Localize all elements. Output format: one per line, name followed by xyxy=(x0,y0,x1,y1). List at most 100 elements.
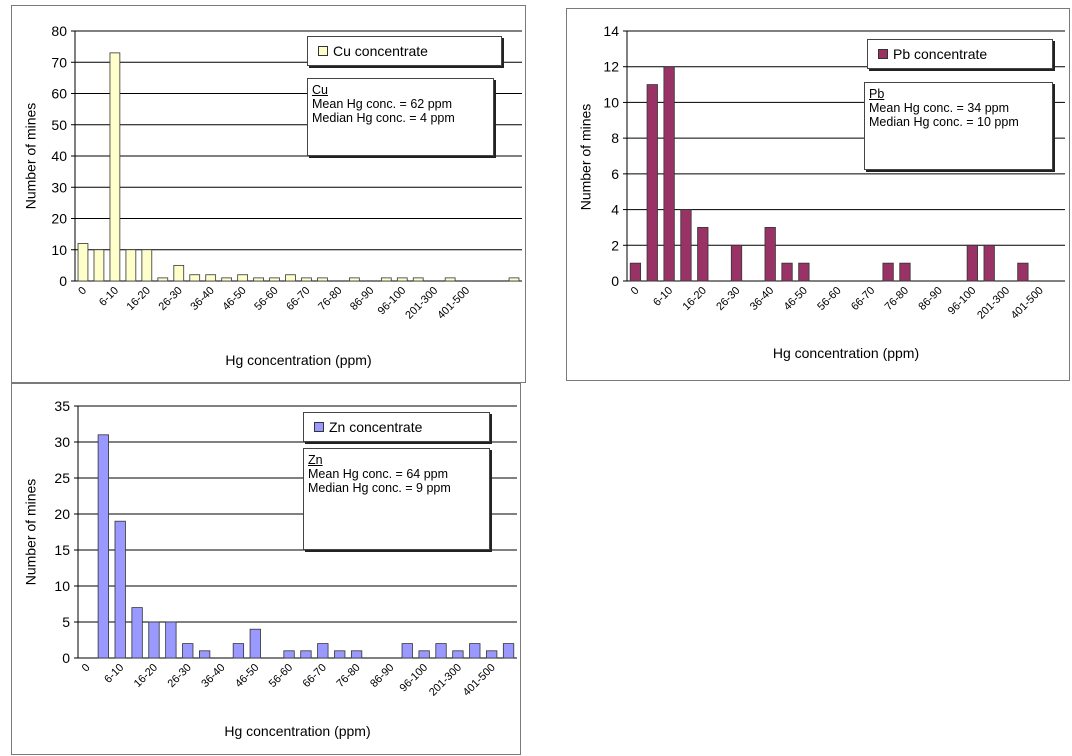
x-tick-label: 401-500 xyxy=(435,285,472,322)
bar xyxy=(173,264,185,282)
chart-panel-zn: 0 5 10 15 20 25 30 35 0 6-10 16-20 26-30 36-40 46-50 5… xyxy=(11,383,521,755)
x-tick-label: 76-80 xyxy=(334,662,362,690)
bar xyxy=(249,628,261,659)
bar xyxy=(77,243,89,282)
y-tick-label: 8 xyxy=(611,130,619,146)
stats-box-cu: Cu Mean Hg conc. = 62 ppm Median Hg conc… xyxy=(307,78,494,156)
bar xyxy=(317,277,328,282)
legend-swatch-cu xyxy=(318,46,328,56)
chart-panel-pb: 0 2 4 6 8 10 12 14 0 6-10 16-20 26-30 36-40 46-50 56-6… xyxy=(566,8,1070,381)
stats-element-pb: Pb xyxy=(869,87,885,101)
x-tick-label: 401-500 xyxy=(1009,285,1046,322)
bar xyxy=(148,621,160,659)
bar xyxy=(882,262,894,282)
legend-label-cu: Cu concentrate xyxy=(333,43,428,59)
x-tick-label: 16-20 xyxy=(132,662,160,690)
y-tick-label: 0 xyxy=(59,273,67,289)
y-tick-label: 12 xyxy=(603,59,619,75)
legend-pb: Pb concentrate xyxy=(867,39,1053,69)
x-tick-label: 0 xyxy=(629,285,642,298)
bar xyxy=(396,277,408,282)
y-tick-label: 2 xyxy=(611,237,619,253)
y-tick-label: 30 xyxy=(54,434,70,450)
bar xyxy=(663,66,675,282)
bar xyxy=(317,643,329,659)
bar xyxy=(253,277,264,282)
bar xyxy=(165,621,177,659)
x-tick-label: 36-40 xyxy=(188,285,216,313)
bar xyxy=(300,650,312,659)
bar xyxy=(283,650,295,659)
bar xyxy=(189,274,201,282)
bar xyxy=(349,277,360,282)
bar xyxy=(680,209,692,282)
bar xyxy=(435,643,447,659)
x-tick-label: 56-60 xyxy=(267,662,295,690)
x-tick-label: 46-50 xyxy=(220,285,248,313)
y-tick-label: 5 xyxy=(62,614,70,630)
x-axis-label: Hg concentration (ppm) xyxy=(773,345,919,361)
x-tick-label: 401-500 xyxy=(461,662,498,699)
bar xyxy=(157,277,169,282)
x-tick-label: 96-100 xyxy=(398,662,431,695)
chart-cu-svg: 0 10 20 30 40 50 60 70 80 0 6-10 16-20 26-30 36-40 46-… xyxy=(22,23,522,368)
legend-zn: Zn concentrate xyxy=(303,412,490,442)
y-tick-label: 0 xyxy=(62,650,70,666)
bar xyxy=(452,650,464,659)
y-tick-label: 4 xyxy=(611,202,619,218)
bar xyxy=(232,643,245,659)
y-axis-label: Number of mines xyxy=(22,479,38,586)
stats-median-zn: Median Hg conc. = 9 ppm xyxy=(308,481,451,495)
bar xyxy=(646,84,658,282)
x-tick-label: 76-80 xyxy=(883,285,911,313)
bar xyxy=(401,643,413,659)
bar xyxy=(502,643,515,659)
bar xyxy=(334,650,346,659)
bar xyxy=(629,262,642,282)
x-tick-label: 36-40 xyxy=(748,285,776,313)
x-tick-label: 96-100 xyxy=(946,285,979,318)
bar xyxy=(141,249,153,282)
bar xyxy=(285,274,296,282)
bar xyxy=(97,434,109,659)
y-tick-label: 10 xyxy=(51,242,67,258)
x-tick-label: 66-70 xyxy=(301,662,329,690)
bar xyxy=(205,274,217,282)
x-tick-label: 26-30 xyxy=(714,285,742,313)
x-axis-label: Hg concentration (ppm) xyxy=(225,352,371,368)
stats-median-pb: Median Hg conc. = 10 ppm xyxy=(869,115,1019,129)
x-tick-label: 86-90 xyxy=(916,285,944,313)
x-tick-label: 16-20 xyxy=(681,285,709,313)
stats-box-pb: Pb Mean Hg conc. = 34 ppm Median Hg conc… xyxy=(864,82,1053,170)
stats-mean-zn: Mean Hg conc. = 64 ppm xyxy=(308,467,449,481)
x-tick-label: 201-300 xyxy=(975,285,1012,322)
x-tick-label: 46-50 xyxy=(233,662,261,690)
x-tick-label: 76-80 xyxy=(316,285,344,313)
x-tick-label: 6-10 xyxy=(102,662,126,686)
y-tick-label: 14 xyxy=(603,23,619,39)
y-tick-label: 30 xyxy=(51,179,67,195)
x-tick-label: 66-70 xyxy=(284,285,312,313)
x-tick-label: 46-50 xyxy=(782,285,810,313)
bar xyxy=(237,274,248,282)
x-tick-label: 56-60 xyxy=(815,285,843,313)
bar xyxy=(444,277,456,282)
y-tick-label: 10 xyxy=(54,578,70,594)
bar xyxy=(418,650,430,659)
y-tick-label: 70 xyxy=(51,54,67,70)
stats-mean-pb: Mean Hg conc. = 34 ppm xyxy=(869,101,1010,115)
stats-element-zn: Zn xyxy=(308,453,323,467)
bar xyxy=(983,244,995,282)
x-tick-label: 86-90 xyxy=(368,662,396,690)
y-tick-label: 35 xyxy=(54,398,70,414)
bar xyxy=(781,262,793,282)
bar xyxy=(109,52,121,282)
stats-median-cu: Median Hg conc. = 4 ppm xyxy=(312,111,455,125)
bar xyxy=(764,227,776,282)
y-tick-label: 40 xyxy=(51,148,67,164)
y-tick-label: 20 xyxy=(54,506,70,522)
x-tick-label: 201-300 xyxy=(427,662,464,699)
bar xyxy=(412,277,424,282)
chart-pb-svg: 0 2 4 6 8 10 12 14 0 6-10 16-20 26-30 36-40 46-50 56-6… xyxy=(577,23,1065,361)
y-tick-label: 0 xyxy=(611,273,619,289)
